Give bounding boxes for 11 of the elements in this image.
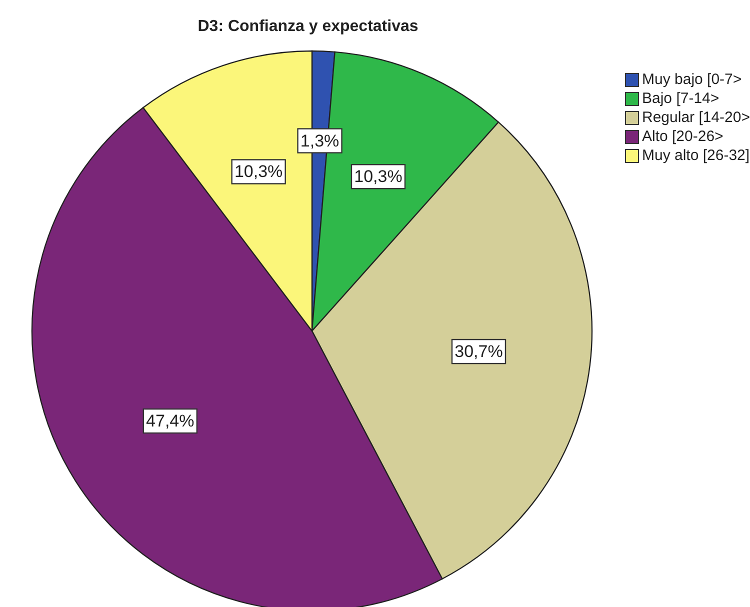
data-label: 10,3% <box>354 167 402 186</box>
data-label: 10,3% <box>234 162 283 182</box>
legend-label: Muy alto [26-32] <box>642 146 750 164</box>
legend-label: Alto [20-26> <box>642 128 724 146</box>
chart-title: D3: Confianza y expectativas <box>196 18 420 36</box>
data-label: 30,7% <box>454 342 503 362</box>
data-label: 1,3% <box>300 131 340 150</box>
legend-label: Muy bajo [0-7> <box>642 70 742 88</box>
legend-label: Regular [14-20> <box>642 108 750 126</box>
legend-label: Bajo [7-14> <box>642 90 720 108</box>
data-label: 47,4% <box>146 412 194 431</box>
